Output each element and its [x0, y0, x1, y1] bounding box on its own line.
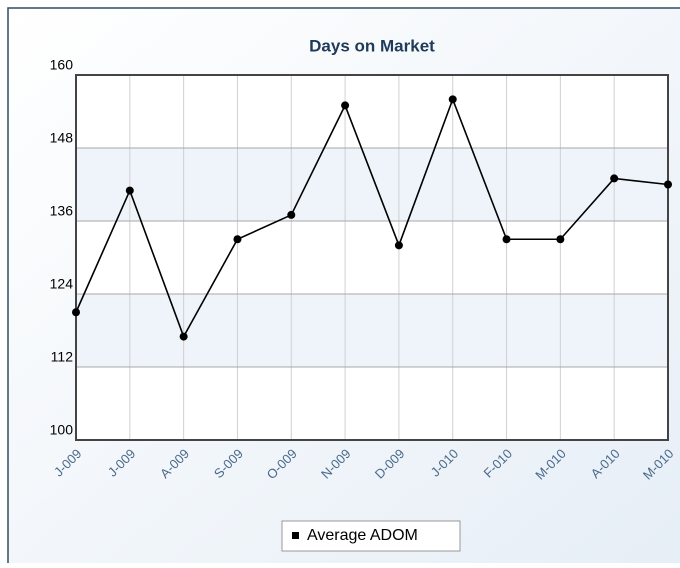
y-tick-label: 100	[50, 422, 74, 438]
y-tick-label: 136	[50, 203, 74, 219]
data-point	[233, 235, 242, 244]
data-point	[394, 241, 403, 250]
legend-label: Average ADOM	[307, 527, 418, 544]
data-point	[287, 210, 296, 219]
series-line	[75, 97, 669, 339]
legend-box	[281, 520, 461, 552]
data-point	[125, 186, 134, 195]
y-tick-label: 160	[50, 57, 74, 73]
data-point	[448, 95, 457, 104]
data-point	[556, 235, 565, 244]
data-point	[72, 308, 80, 317]
y-tick-label: 148	[50, 130, 74, 146]
data-point	[502, 235, 511, 244]
data-point	[664, 180, 672, 189]
plot-border	[75, 74, 669, 441]
plot-band	[76, 294, 668, 367]
y-tick-label: 124	[50, 276, 74, 292]
data-point	[341, 101, 350, 110]
plot-area	[76, 75, 668, 440]
plot-band	[76, 148, 668, 221]
data-point	[179, 332, 188, 341]
y-tick-label: 112	[51, 349, 74, 365]
data-point	[610, 174, 619, 183]
chart-title: Days on Market	[309, 36, 435, 55]
legend-marker	[292, 532, 299, 539]
